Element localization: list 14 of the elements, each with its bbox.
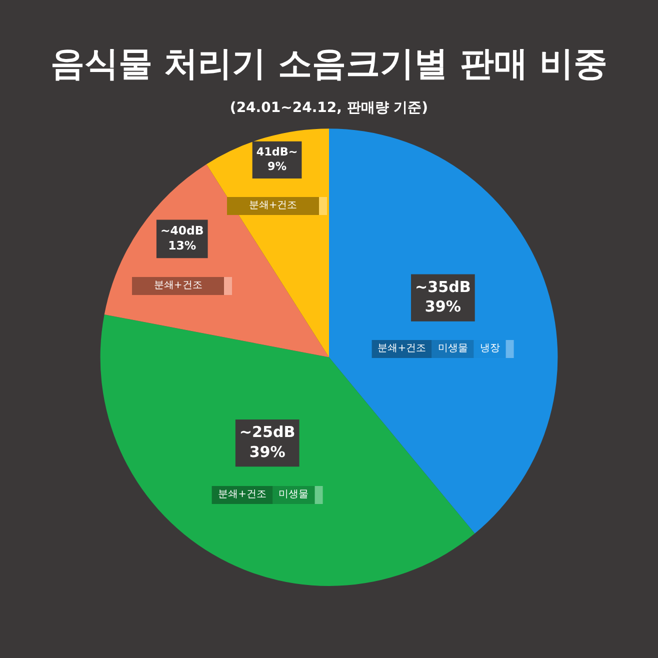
data-label: 39% xyxy=(424,297,461,316)
slice-label: ~25dB xyxy=(239,423,296,442)
tag-strip: 분쇄+건조 xyxy=(132,277,232,296)
chart-title: 음식물 처리기 소음크기별 판매 비중 xyxy=(50,44,608,84)
slice-label: ~40dB xyxy=(160,223,204,238)
slice-label: 41dB~ xyxy=(256,146,298,159)
tag-strip: 분쇄+건조 미생물 xyxy=(212,486,323,504)
data-label: 39% xyxy=(249,442,286,461)
data-label: 9% xyxy=(268,160,287,174)
tag-strip: 분쇄+건조 미생물 냉장 xyxy=(372,340,514,358)
slice-label: ~35dB xyxy=(415,278,471,296)
tag-strip: 분쇄+건조 xyxy=(227,197,328,216)
chart-subtitle: (24.01~24.12, 판매량 기준) xyxy=(230,100,428,116)
data-label: 13% xyxy=(168,238,196,253)
